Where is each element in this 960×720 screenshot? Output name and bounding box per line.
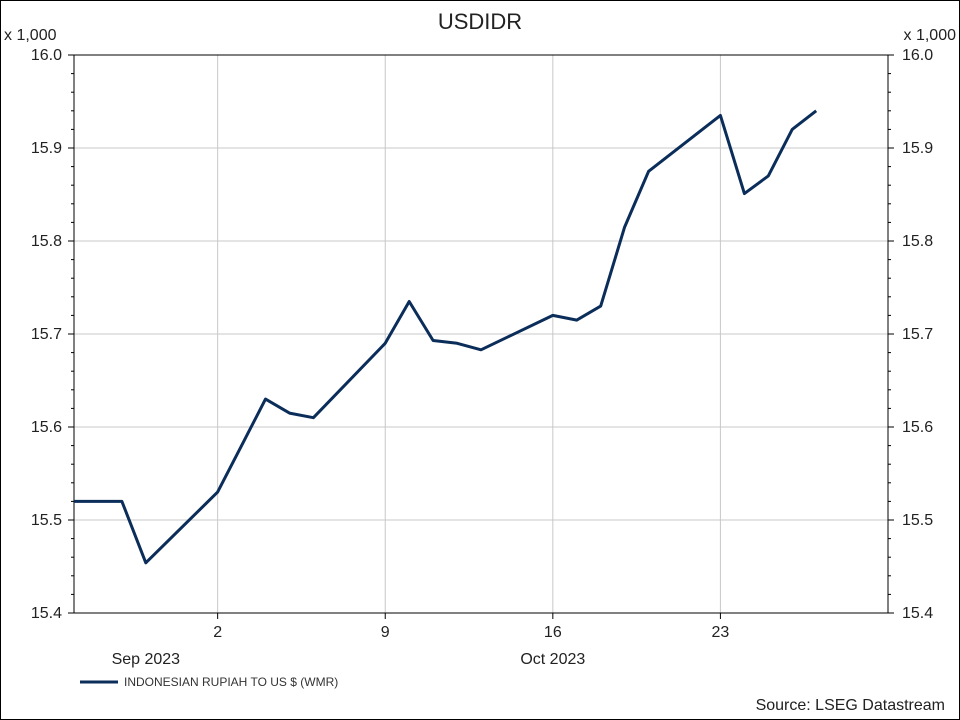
y-tick-label-left: 15.7 [31,326,62,343]
legend-label: INDONESIAN RUPIAH TO US $ (WMR) [124,675,338,689]
x-month-label: Oct 2023 [520,651,585,668]
y-tick-label-right: 16.0 [902,47,933,64]
y-tick-label-left: 15.8 [31,233,62,250]
x-month-label: Sep 2023 [112,651,181,668]
y-tick-label-left: 15.4 [31,605,62,622]
series-group [74,109,818,565]
source-note: Source: LSEG Datastream [756,697,945,714]
y-multiplier-right: x 1,000 [904,27,957,44]
y-tick-label-left: 15.5 [31,512,62,529]
x-tick-label: 16 [544,624,562,641]
axis-ticks [68,54,894,619]
y-tick-label-right: 15.5 [902,512,933,529]
y-tick-label-right: 15.6 [902,419,933,436]
x-tick-label: 2 [213,624,222,641]
x-tick-label: 9 [381,624,390,641]
y-tick-label-right: 15.4 [902,605,933,622]
axis-labels: 16.0 16.0 15.9 15.9 15.8 15.8 15.7 15.7 15.6 15.6… [31,47,933,668]
series-line [74,109,818,565]
y-multiplier-left: x 1,000 [4,27,57,44]
y-tick-label-left: 16.0 [31,47,62,64]
y-tick-label-right: 15.7 [902,326,933,343]
y-tick-label-right: 15.9 [902,140,933,157]
y-tick-label-left: 15.9 [31,140,62,157]
grid [74,54,888,614]
y-tick-label-left: 15.6 [31,419,62,436]
y-tick-label-right: 15.8 [902,233,933,250]
x-tick-label: 23 [712,624,730,641]
chart-title: USDIDR [438,9,522,34]
